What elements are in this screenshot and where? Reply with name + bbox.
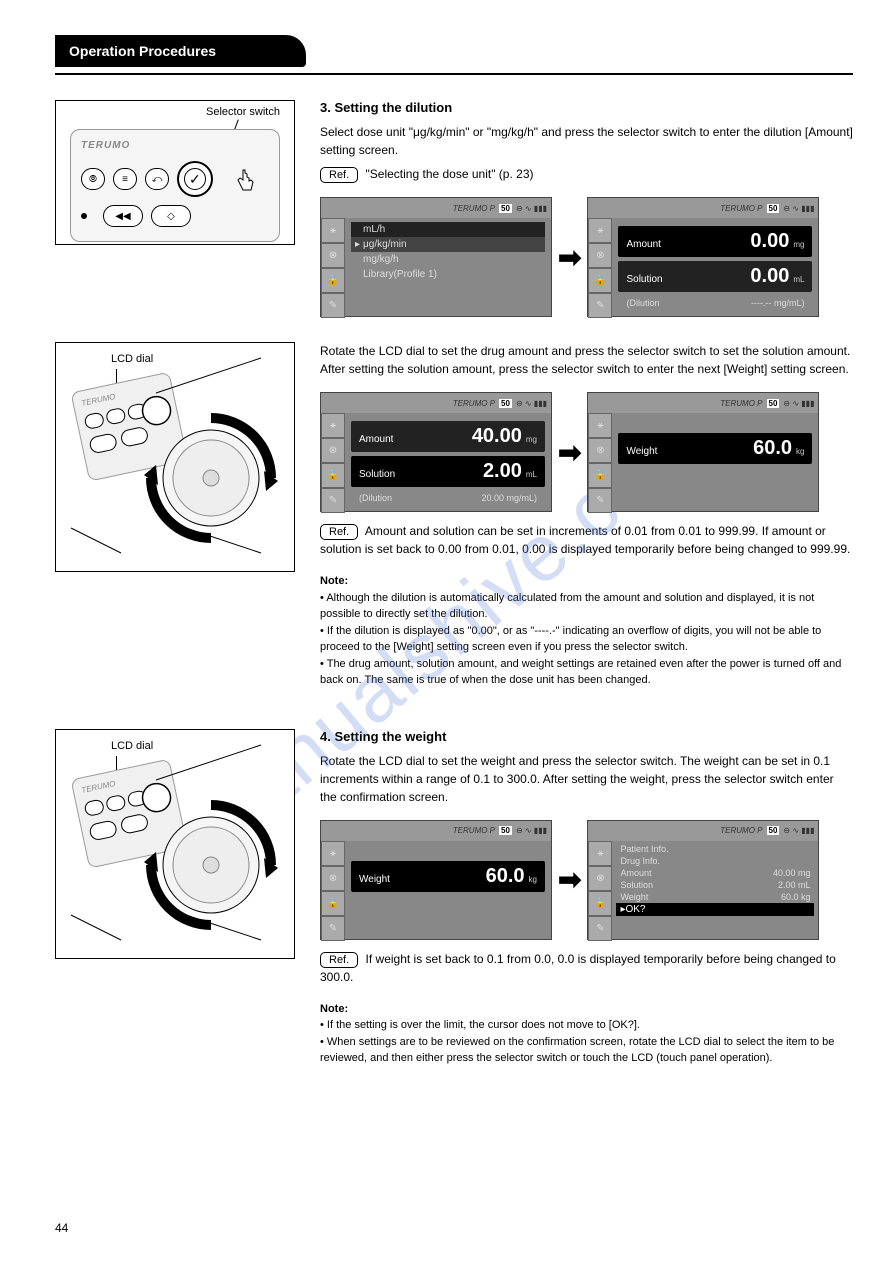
amount-field: Amount 0.00mg xyxy=(618,226,812,257)
selector-switch-label: Selector switch xyxy=(206,106,280,118)
dilution-display: (Dilution ----.-- mg/mL) xyxy=(618,296,812,310)
terumo-logo: TERUMO xyxy=(81,140,269,151)
illustration-lcd-dial: LCD dial TERUMO xyxy=(55,342,295,572)
rewind-button-icon: ◀◀ xyxy=(103,205,143,227)
dial-illustration: TERUMO xyxy=(61,740,291,950)
sidebar-icon: ⚹ xyxy=(321,218,345,243)
illustration-lcd-dial-2: LCD dial TERUMO xyxy=(55,729,295,959)
confirm-row: Drug Info. xyxy=(616,855,814,867)
note-item: Although the dilution is automatically c… xyxy=(320,592,814,621)
sidebar-icon: ✎ xyxy=(321,293,345,318)
menu-row-selected: ▸μg/kg/min xyxy=(351,237,545,252)
arrow-right-icon: ➡ xyxy=(558,436,581,469)
solution-field: Solution 0.00mL xyxy=(618,261,812,292)
confirm-row: Amount40.00 mg xyxy=(616,867,814,879)
step3-body: Select dose unit "μg/kg/min" or "mg/kg/h… xyxy=(320,123,853,159)
lock-icon: 🔒 xyxy=(588,891,612,916)
lcd-screen-weight: TERUMO P50⊖ ∿ ▮▮▮ ⚹⊗🔒✎ Weight 60.0kg xyxy=(587,392,819,512)
hand-pointer-icon xyxy=(235,168,255,196)
section-dilution: Selector switch TERUMO ⦾ ≡ ⤺ ✓ ◀◀ ◇ 3. S xyxy=(55,100,853,317)
note-item: If the setting is over the limit, the cu… xyxy=(327,1019,640,1031)
lock-icon: 🔒 xyxy=(588,268,612,293)
step3-title: 3. Setting the dilution xyxy=(320,100,853,115)
note-item: If the dilution is displayed as "0.00", … xyxy=(320,625,821,654)
lock-icon: 🔒 xyxy=(588,463,612,488)
confirm-row: Patient Info. xyxy=(616,843,814,855)
start-button-icon: ◇ xyxy=(151,205,191,227)
sidebar-icon: ⊗ xyxy=(321,243,345,268)
menu-row: Library(Profile 1) xyxy=(351,267,545,282)
section-weight: LCD dial TERUMO xyxy=(55,729,853,1082)
note-block: Note: If the setting is over the limit, … xyxy=(320,1001,853,1067)
menu-row: mg/kg/h xyxy=(351,252,545,267)
arrow-right-icon: ➡ xyxy=(558,241,581,274)
page-header: Operation Procedures xyxy=(55,35,853,75)
dilution-display: (Dilution 20.00 mg/mL) xyxy=(351,491,545,505)
note-item: When settings are to be reviewed on the … xyxy=(320,1036,834,1065)
lock-icon: 🔒 xyxy=(321,268,345,293)
note-title: Note: xyxy=(320,1001,853,1018)
page-number: 44 xyxy=(55,1221,68,1235)
confirm-row: Solution2.00 mL xyxy=(616,879,814,891)
back-button-icon: ⤺ xyxy=(145,168,169,190)
weight-field: Weight 60.0kg xyxy=(618,433,812,464)
header-tab: Operation Procedures xyxy=(55,35,306,67)
weight-field: Weight 60.0kg xyxy=(351,861,545,892)
note-block: Note: Although the dilution is automatic… xyxy=(320,573,853,689)
solution-field: Solution 2.00mL xyxy=(351,456,545,487)
amount-field: Amount 40.00mg xyxy=(351,421,545,452)
selector-switch-icon: ✓ xyxy=(177,161,213,197)
section-dilution-set: LCD dial TERUMO xyxy=(55,342,853,704)
lcd-screen-weight-set: TERUMO P50⊖ ∿ ▮▮▮ ⚹⊗🔒✎ Weight 60.0kg xyxy=(320,820,552,940)
power-button-icon: ⦾ xyxy=(81,168,105,190)
ref-text: "Selecting the dose unit" (p. 23) xyxy=(366,167,534,181)
ref-text: If weight is set back to 0.1 from 0.0, 0… xyxy=(320,952,836,984)
step3-body2: Rotate the LCD dial to set the drug amou… xyxy=(320,342,853,378)
illustration-selector-switch: Selector switch TERUMO ⦾ ≡ ⤺ ✓ ◀◀ ◇ xyxy=(55,100,295,245)
step4-body: Rotate the LCD dial to set the weight an… xyxy=(320,752,853,806)
lcd-screen-dose-unit-menu: TERUMO P50⊖ ∿ ▮▮▮ ⚹⊗🔒✎ mL/h ▸μg/kg/min m… xyxy=(320,197,552,317)
lock-icon: 🔒 xyxy=(321,463,345,488)
ref-label: Ref. xyxy=(320,167,358,183)
menu-row: mL/h xyxy=(351,222,545,237)
lock-icon: 🔒 xyxy=(321,891,345,916)
menu-button-icon: ≡ xyxy=(113,168,137,190)
dial-illustration: TERUMO xyxy=(61,353,291,563)
lcd-screen-dilution-empty: TERUMO P50⊖ ∿ ▮▮▮ ⚹⊗🔒✎ Amount 0.00mg Sol… xyxy=(587,197,819,317)
note-item: The drug amount, solution amount, and we… xyxy=(320,658,841,687)
ref-text: Amount and solution can be set in increm… xyxy=(320,524,850,556)
ref-label: Ref. xyxy=(320,952,358,968)
confirm-row: Weight60.0 kg xyxy=(616,891,814,903)
note-title: Note: xyxy=(320,573,853,590)
step4-title: 4. Setting the weight xyxy=(320,729,853,744)
ref-label: Ref. xyxy=(320,524,358,540)
lcd-screen-dilution-set: TERUMO P50⊖ ∿ ▮▮▮ ⚹⊗🔒✎ Amount 40.00mg So… xyxy=(320,392,552,512)
lcd-screen-confirmation: TERUMO P50⊖ ∿ ▮▮▮ ⚹⊗🔒✎ Patient Info. Dru… xyxy=(587,820,819,940)
ok-row: ▸OK? xyxy=(616,903,814,916)
arrow-right-icon: ➡ xyxy=(558,863,581,896)
